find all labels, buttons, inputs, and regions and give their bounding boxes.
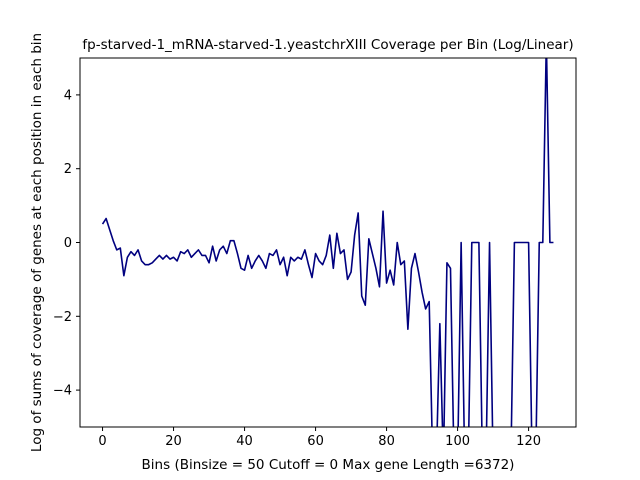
y-tick-label: −2 bbox=[53, 310, 72, 325]
y-tick-label: 2 bbox=[64, 162, 72, 177]
x-tick-label: 40 bbox=[236, 434, 253, 449]
chart-title: fp-starved-1_mRNA-starved-1.yeastchrXIII… bbox=[82, 37, 573, 53]
y-tick-label: −4 bbox=[53, 384, 72, 399]
series-layer bbox=[101, 58, 554, 427]
y-axis: −4 −2 0 2 4 bbox=[53, 88, 80, 399]
y-tick-label: 4 bbox=[64, 88, 72, 103]
x-tick-label: 60 bbox=[307, 434, 324, 449]
x-tick-label: 20 bbox=[165, 434, 182, 449]
x-axis: 0 20 40 60 80 100 120 bbox=[98, 427, 541, 449]
x-tick-label: 120 bbox=[516, 434, 541, 449]
x-tick-label: 80 bbox=[378, 434, 395, 449]
y-axis-label: Log of sums of coverage of genes at each… bbox=[29, 33, 45, 452]
y-tick-label: 0 bbox=[64, 236, 72, 251]
x-tick-label: 100 bbox=[445, 434, 470, 449]
x-tick-label: 0 bbox=[98, 434, 106, 449]
series-line-0 bbox=[101, 58, 554, 427]
x-axis-label: Bins (Binsize = 50 Cutoff = 0 Max gene L… bbox=[142, 457, 515, 473]
